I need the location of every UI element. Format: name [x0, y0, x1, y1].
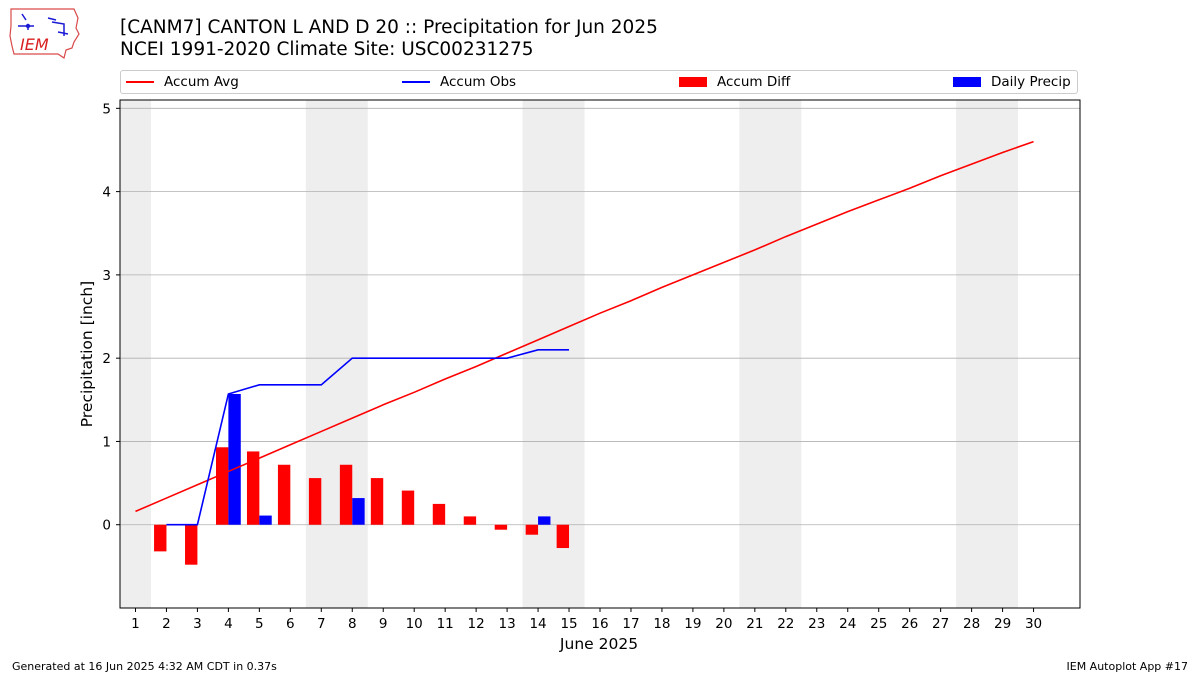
x-tick-label-10: 10	[406, 616, 423, 632]
legend-swatch-accum-obs	[402, 81, 430, 83]
accum-diff-bar-9	[370, 478, 384, 525]
legend-swatch-accum-avg	[126, 81, 154, 83]
weekend-shading	[120, 100, 1019, 608]
legend-label-accum-obs: Accum Obs	[440, 74, 517, 90]
y-axis-label: Precipitation [inch]	[78, 281, 96, 427]
x-axis-label: June 2025	[559, 635, 638, 653]
footer-generated: Generated at 16 Jun 2025 4:32 AM CDT in …	[12, 660, 277, 673]
x-tick-label-6: 6	[286, 616, 295, 632]
line-marks	[135, 140, 1034, 526]
chart-title: [CANM7] CANTON L AND D 20 :: Precipitati…	[120, 17, 658, 38]
x-tick-label-11: 11	[437, 616, 454, 632]
accum-diff-bar-13	[494, 524, 508, 530]
accum-diff-bar-8	[339, 464, 353, 525]
daily-precip-bar-4	[228, 393, 241, 525]
axis-labels: June 2025 Precipitation [inch]	[78, 281, 638, 653]
legend-swatch-accum-diff	[679, 77, 707, 87]
chart-subtitle: NCEI 1991-2020 Climate Site: USC00231275	[120, 39, 534, 60]
y-tick-label-5: 5	[102, 101, 111, 117]
y-tick-label-4: 4	[102, 185, 111, 201]
gridlines	[120, 107, 1080, 526]
accum-diff-bar-12	[463, 516, 477, 525]
x-tick-label-15: 15	[560, 616, 577, 632]
legend-label-daily-precip: Daily Precip	[991, 74, 1071, 90]
x-tick-label-3: 3	[193, 616, 202, 632]
weekend-band-3	[739, 100, 802, 608]
x-tick-label-8: 8	[348, 616, 357, 632]
x-tick-label-18: 18	[653, 616, 670, 632]
accum-diff-bar-6	[277, 464, 291, 525]
x-tick-label-14: 14	[529, 616, 546, 632]
accum-diff-bar-15	[556, 524, 570, 549]
legend-label-accum-avg: Accum Avg	[164, 74, 239, 90]
accum-diff-bar-5	[246, 451, 260, 525]
weekend-band-0	[120, 100, 151, 608]
x-tick-label-28: 28	[963, 616, 980, 632]
x-tick-label-16: 16	[591, 616, 608, 632]
accum-diff-bar-11	[432, 503, 446, 525]
chart-legend: Accum Avg Accum Obs Accum Diff Daily Pre…	[120, 70, 1078, 94]
x-tick-label-29: 29	[994, 616, 1011, 632]
y-tick-label-2: 2	[102, 351, 111, 367]
x-tick-label-5: 5	[255, 616, 264, 632]
plot-frame	[119, 99, 1081, 609]
x-tick-label-30: 30	[1025, 616, 1042, 632]
x-tick-label-7: 7	[317, 616, 326, 632]
x-tick-label-23: 23	[808, 616, 825, 632]
y-tick-label-0: 0	[102, 518, 111, 534]
iowa-map-outline	[9, 8, 80, 59]
footer-app: IEM Autoplot App #17	[1066, 660, 1189, 673]
daily-precip-bar-14	[538, 516, 551, 525]
daily-precip-bar-5	[259, 515, 272, 525]
x-tick-label-21: 21	[746, 616, 763, 632]
axes: 1 2 3 4 5 6 7 8 9 10 11 12 13 14 15 16 17 18 19 20 21 22 23 24 2…	[102, 99, 1081, 632]
legend-swatch-daily-precip	[953, 77, 981, 87]
iem-logo: IEM	[9, 8, 80, 59]
x-tick-label-12: 12	[468, 616, 485, 632]
accum-diff-bar-2	[154, 524, 167, 552]
accum-diff-bar-3	[185, 524, 198, 565]
y-tick-label-1: 1	[102, 434, 111, 450]
y-tick-label-3: 3	[102, 268, 111, 284]
bar-marks	[154, 393, 570, 565]
weekend-band-1	[305, 100, 368, 608]
legend-label-accum-diff: Accum Diff	[717, 74, 791, 90]
x-tick-label-2: 2	[162, 616, 171, 632]
accum-avg-line	[135, 140, 1034, 513]
accum-obs-line	[166, 349, 570, 526]
x-tick-label-17: 17	[622, 616, 639, 632]
legend-item-accum-avg: Accum Avg	[126, 71, 239, 93]
x-tick-label-1: 1	[131, 616, 140, 632]
x-tick-label-13: 13	[499, 616, 516, 632]
accum-diff-bar-10	[401, 490, 415, 525]
x-tick-label-24: 24	[839, 616, 856, 632]
legend-item-daily-precip: Daily Precip	[953, 71, 1071, 93]
x-tick-label-20: 20	[715, 616, 732, 632]
weekend-band-4	[956, 100, 1019, 608]
x-tick-label-9: 9	[379, 616, 388, 632]
x-tick-label-19: 19	[684, 616, 701, 632]
x-tick-label-25: 25	[870, 616, 887, 632]
x-tick-label-22: 22	[777, 616, 794, 632]
accum-diff-bar-14	[525, 524, 539, 535]
x-tick-label-26: 26	[901, 616, 918, 632]
accum-diff-bar-7	[308, 478, 322, 525]
daily-precip-bar-8	[352, 498, 365, 525]
legend-item-accum-obs: Accum Obs	[402, 71, 516, 93]
accum-diff-bar-4	[216, 447, 229, 525]
x-tick-label-27: 27	[932, 616, 949, 632]
weekend-band-2	[522, 100, 585, 608]
x-tick-label-4: 4	[224, 616, 233, 632]
logo-text: IEM	[20, 35, 49, 54]
legend-item-accum-diff: Accum Diff	[679, 71, 790, 93]
